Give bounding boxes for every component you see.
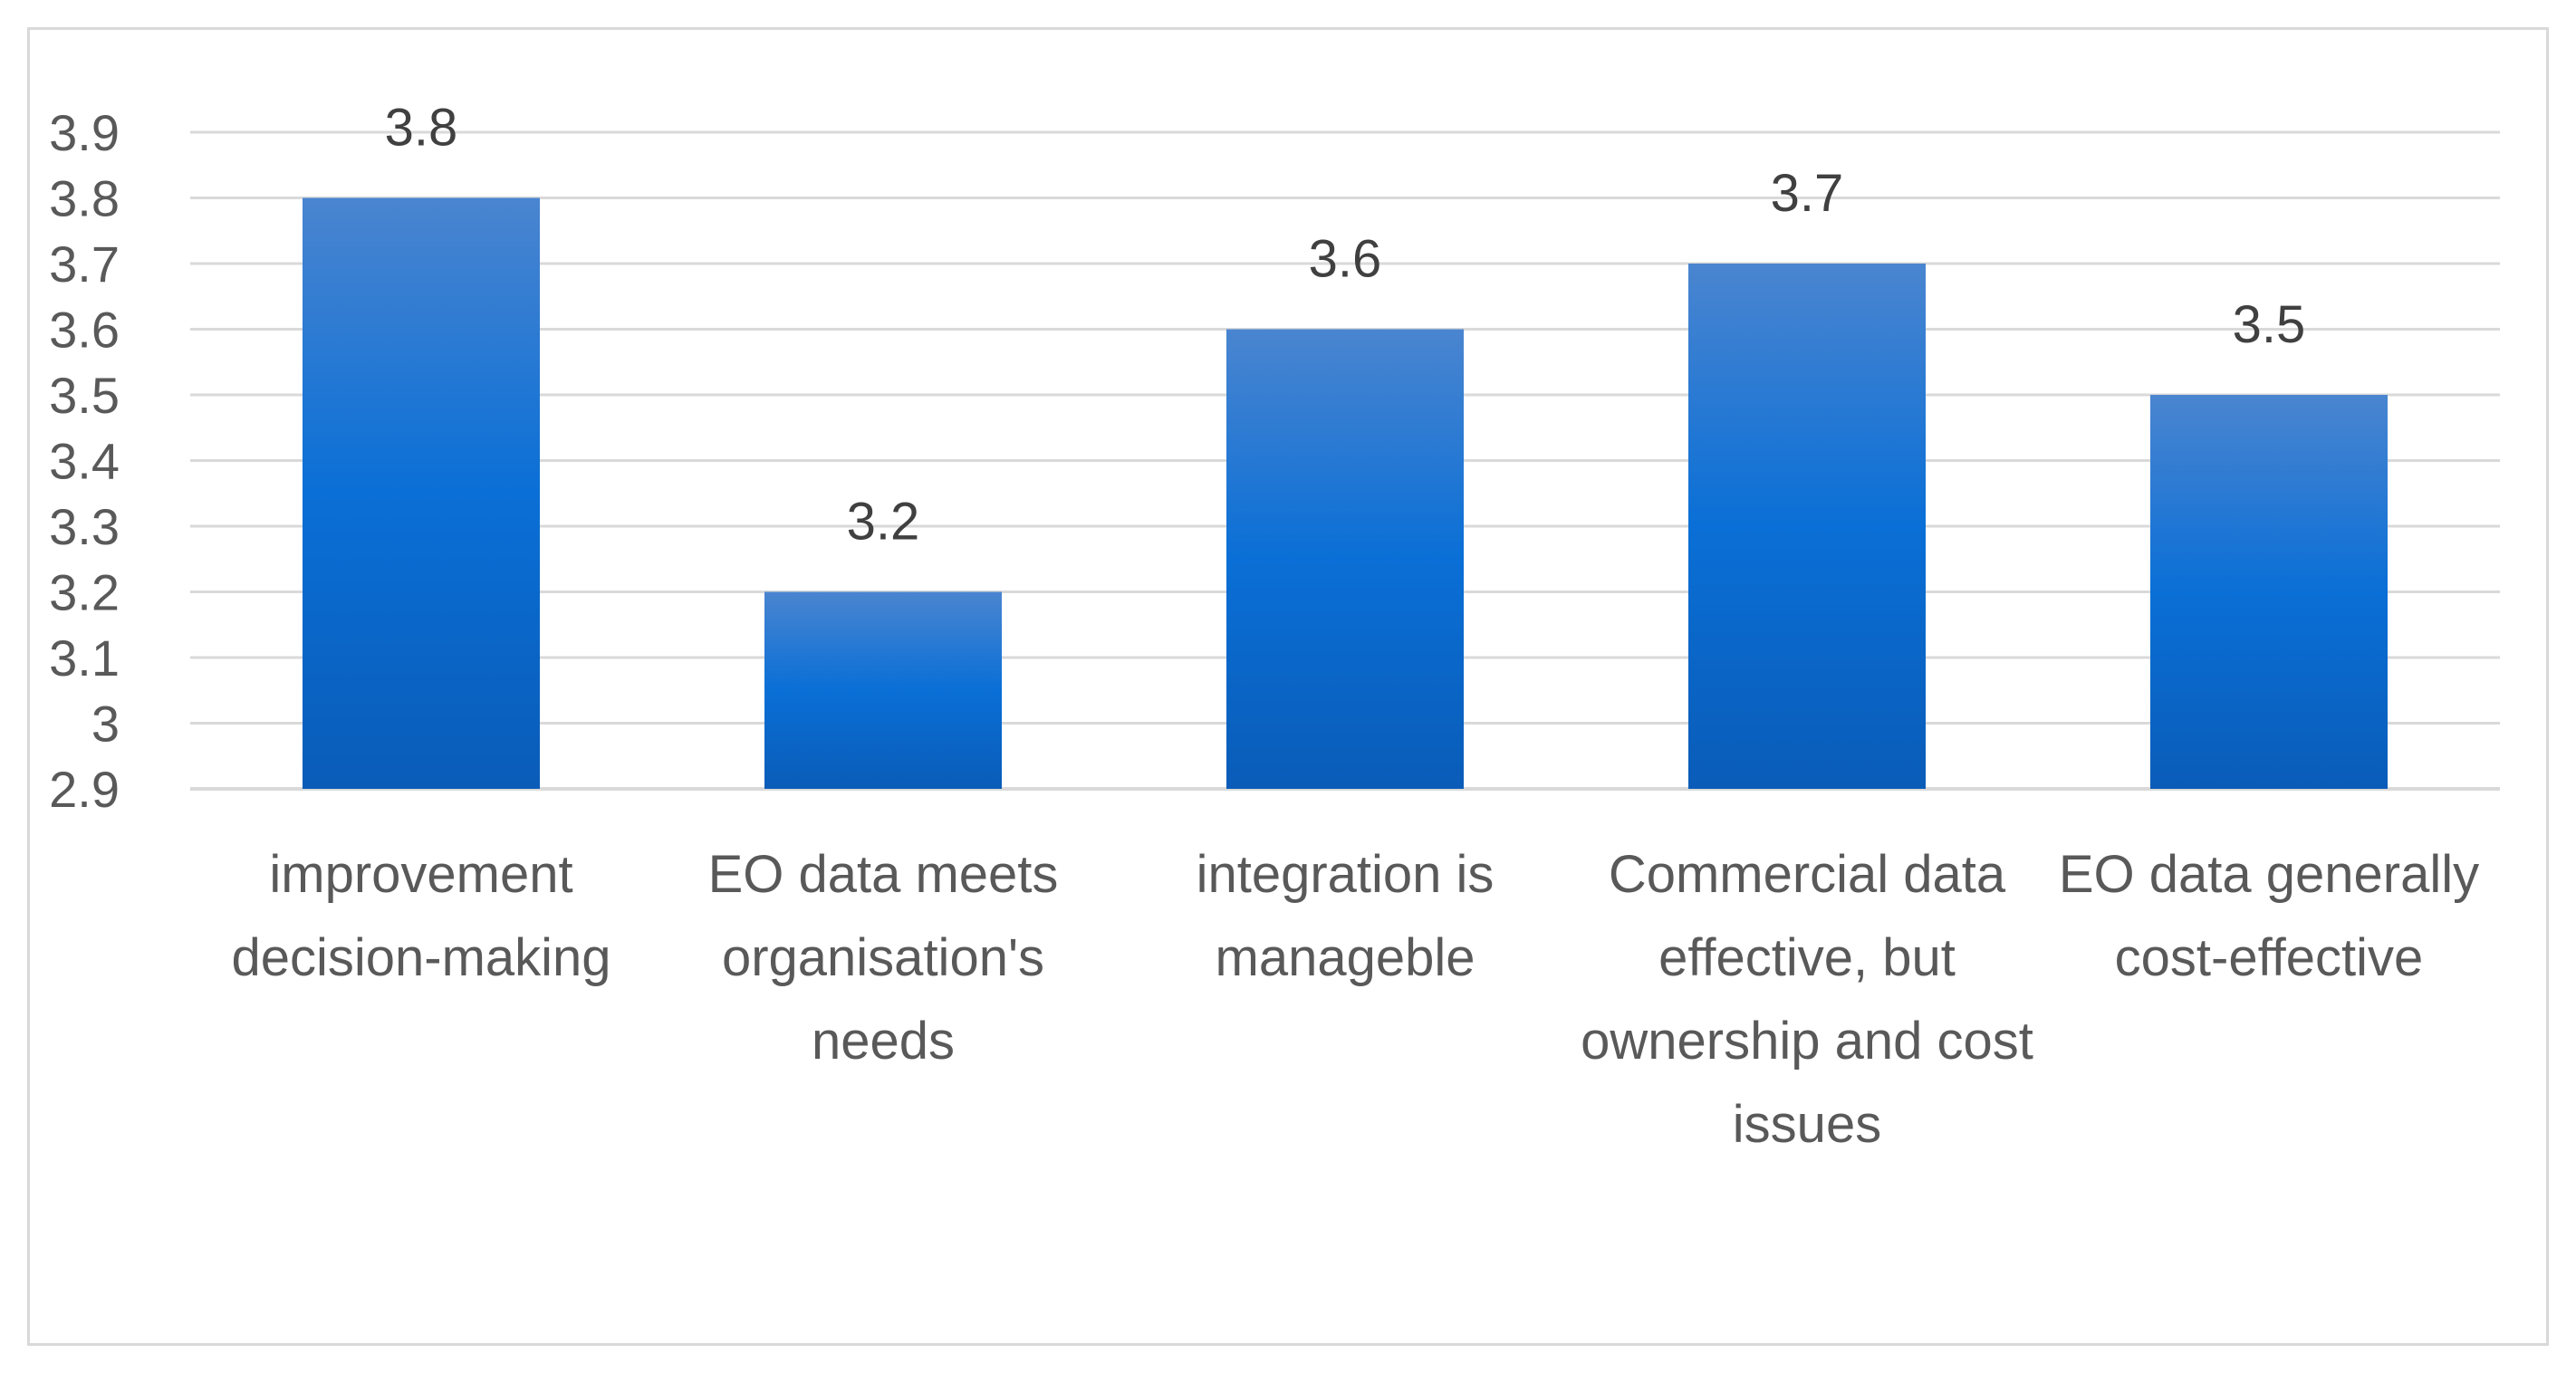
y-tick-label: 3.8 [49, 170, 120, 227]
y-tick-label: 3.4 [49, 433, 120, 490]
y-tick-label: 3.9 [49, 104, 120, 161]
y-tick-label: 3.1 [49, 629, 120, 686]
data-label: 3.7 [1771, 164, 1844, 223]
y-tick-label: 2.9 [49, 761, 120, 818]
gridlines [190, 130, 2500, 791]
bar [303, 197, 540, 789]
data-label: 3.2 [847, 493, 920, 552]
x-tick-label: EO data meets organisation's needs [707, 845, 1059, 1071]
data-label: 3.6 [1309, 230, 1382, 289]
bar [1688, 264, 1926, 789]
y-tick-label: 3.5 [49, 367, 120, 424]
y-tick-label: 3.3 [49, 498, 120, 555]
x-tick-label: EO data generally cost-effective [2058, 845, 2480, 987]
x-tick-label: Commercial data effective, but ownership… [1581, 845, 2033, 1154]
x-tick-label: improvement decision-making [231, 845, 611, 987]
bars [303, 197, 2388, 789]
data-labels: 3.8 3.2 3.6 3.7 3.5 [385, 99, 2306, 552]
data-label: 3.8 [385, 99, 458, 158]
x-tick-label: integration is manageble [1196, 845, 1495, 987]
y-tick-label: 3.2 [49, 564, 120, 621]
bar [2150, 395, 2388, 789]
y-axis-ticks: 2.9 3 3.1 3.2 3.3 3.4 3.5 3.6 3.7 3.8 3.9 [49, 104, 120, 818]
y-tick-label: 3.7 [49, 235, 120, 293]
bar [764, 591, 1002, 789]
y-tick-label: 3 [91, 696, 120, 753]
bar [1226, 329, 1464, 789]
y-tick-label: 3.6 [49, 302, 120, 359]
data-label: 3.5 [2233, 295, 2306, 354]
